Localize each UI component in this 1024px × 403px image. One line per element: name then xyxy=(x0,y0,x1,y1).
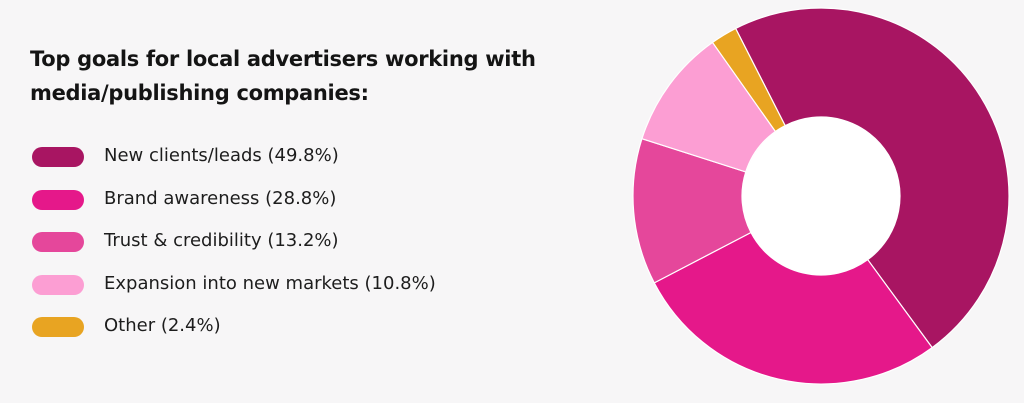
donut-slice-other xyxy=(711,27,786,133)
legend-swatch xyxy=(32,147,84,167)
legend-swatch xyxy=(32,232,84,252)
legend-label: New clients/leads (49.8%) xyxy=(104,145,339,166)
legend: New clients/leads (49.8%) Brand awarenes… xyxy=(32,143,436,356)
legend-swatch xyxy=(32,189,84,210)
legend-swatch xyxy=(32,317,84,337)
donut-hole xyxy=(742,117,900,275)
legend-label: Other (2.4%) xyxy=(104,315,221,336)
donut-slices xyxy=(632,7,1010,385)
legend-item-new-clients: New clients/leads (49.8%) xyxy=(32,143,436,186)
legend-label: Expansion into new markets (10.8%) xyxy=(104,272,436,294)
legend-item-trust-credibility: Trust & credibility (13.2%) xyxy=(32,228,436,271)
legend-item-other: Other (2.4%) xyxy=(32,313,436,356)
legend-item-expansion: Expansion into new markets (10.8%) xyxy=(32,271,436,314)
donut-slice-new-clients xyxy=(734,7,1010,349)
legend-swatch xyxy=(32,274,84,295)
legend-label: Trust & credibility (13.2%) xyxy=(104,230,339,251)
chart-title: Top goals for local advertisers working … xyxy=(30,47,536,105)
legend-label: Brand awareness (28.8%) xyxy=(104,187,337,209)
donut-slice-brand-awareness xyxy=(653,231,934,385)
legend-item-brand-awareness: Brand awareness (28.8%) xyxy=(32,186,436,229)
